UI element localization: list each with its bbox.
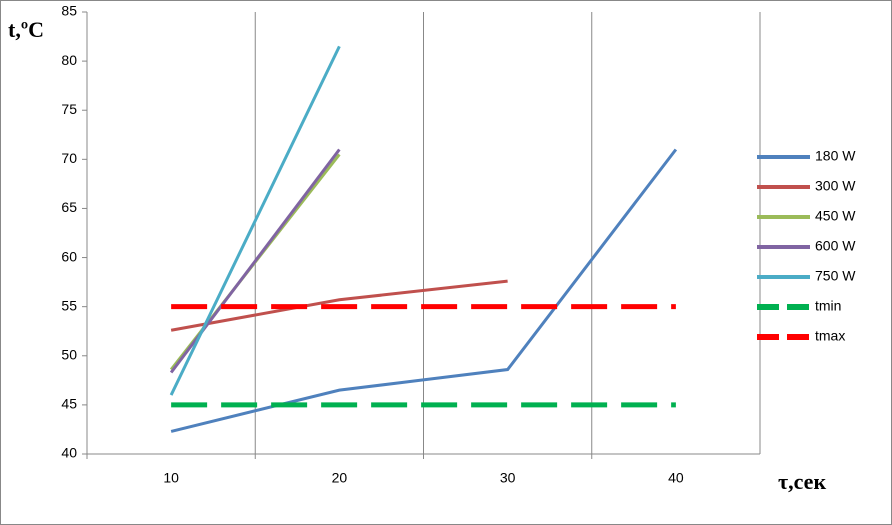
x-axis-title: τ,сек [778,469,826,494]
legend-label: 180 W [815,148,856,164]
legend-label: 450 W [815,208,856,224]
series-line [170,148,678,433]
y-tick-label: 40 [61,445,77,461]
x-tick-label: 20 [332,470,348,486]
y-tick-label: 50 [61,346,77,362]
y-tick-label: 65 [61,199,77,215]
series-line [169,45,341,396]
legend-label: 750 W [815,268,856,284]
y-tick-label: 80 [61,52,77,68]
legend-label: 300 W [815,178,856,194]
y-tick-label: 75 [61,101,77,117]
y-tick-label: 45 [61,396,77,412]
legend-label: 600 W [815,238,856,254]
legend-label: tmin [815,298,841,314]
y-tick-label: 55 [61,297,77,313]
x-tick-label: 10 [163,470,179,486]
series-line [170,279,508,332]
x-tick-label: 40 [668,470,684,486]
y-tick-label: 70 [61,150,77,166]
y-tick-label: 60 [61,248,77,264]
x-tick-label: 30 [500,470,516,486]
y-tick-label: 85 [61,3,77,19]
y-axis-title: t,ºC [8,17,44,42]
legend-label: tmax [815,328,845,344]
